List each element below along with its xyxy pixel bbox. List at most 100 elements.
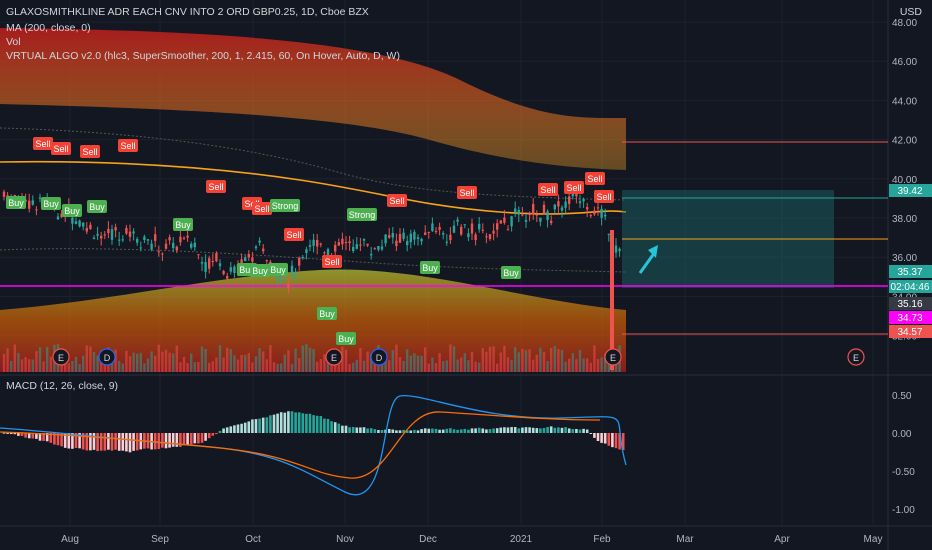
candle-body [492, 230, 495, 234]
macd-histogram-bar [27, 433, 31, 439]
price-label-tag [889, 280, 932, 293]
macd-title[interactable]: MACD (12, 26, close, 9) [6, 380, 119, 392]
macd-histogram-bar [42, 433, 45, 441]
candle-body [614, 245, 618, 253]
candle-body [535, 214, 538, 216]
buy-signal [41, 197, 61, 210]
sell-signal-label: Sell [596, 192, 611, 202]
indicator-ma[interactable]: MA (200, close, 0) [6, 22, 91, 34]
sell-signal-label: Sell [459, 188, 474, 198]
volume-bar [280, 363, 283, 372]
macd-histogram-bar [362, 427, 366, 433]
candle-body [445, 241, 448, 243]
candle-body [373, 248, 376, 250]
macd-histogram-bar [60, 433, 63, 447]
macd-histogram-bar [71, 433, 74, 449]
event-marker [370, 348, 388, 366]
volume-bar [456, 359, 459, 372]
candle-body [352, 246, 355, 251]
volume-bar [283, 354, 286, 372]
candle-body [589, 215, 592, 217]
buy-signal [87, 200, 107, 213]
buy-signal-label: Buy [319, 309, 335, 319]
candle-body [470, 223, 474, 234]
candle-body [557, 201, 560, 207]
macd-histogram-bar [341, 425, 344, 433]
macd-histogram-bar [207, 433, 211, 439]
indicator-vrtual-algo[interactable]: VRTUAL ALGO v2.0 (hlc3, SuperSmoother, 2… [6, 50, 400, 62]
price-tick: 46.00 [892, 57, 917, 68]
volume-bar [449, 344, 452, 372]
macd-histogram-bar [265, 417, 269, 433]
macd-histogram-bar [186, 433, 189, 446]
volume-bar [535, 354, 538, 372]
macd-histogram-bar [503, 427, 506, 433]
sell-signal [33, 137, 53, 150]
candle-body [506, 229, 510, 231]
macd-histogram-bar [373, 429, 377, 433]
macd-histogram-bar [161, 433, 164, 448]
candle-body [456, 219, 459, 222]
macd-histogram-bar [157, 433, 161, 449]
macd-histogram-bar [204, 433, 207, 441]
macd-histogram-bar [189, 433, 193, 445]
macd-histogram-bar [323, 418, 326, 433]
macd-histogram-bar [56, 433, 60, 446]
volume-bar [244, 354, 247, 372]
macd-histogram-bar [593, 433, 596, 438]
currency-label: USD [899, 6, 922, 18]
macd-histogram-bar [575, 428, 578, 433]
candle-body [287, 282, 290, 289]
sell-signal-label: Sell [566, 183, 581, 193]
volume-bar [416, 355, 420, 372]
macd-histogram-bar [53, 433, 56, 445]
macd-histogram-bar [481, 428, 485, 433]
volume-bar [222, 357, 225, 372]
macd-histogram-bar [427, 428, 431, 433]
candle-body [334, 245, 337, 252]
buy-signal [501, 266, 521, 279]
sell-signal-label: Sell [35, 139, 50, 149]
indicator-vol[interactable]: Vol [6, 36, 21, 48]
candle-body [74, 221, 78, 224]
volume-bar [89, 346, 92, 372]
candle-body [452, 225, 456, 233]
buy-signal-label: Buy [270, 265, 286, 275]
macd-histogram-bar [553, 427, 557, 433]
price-tick: 48.00 [892, 18, 917, 29]
candle-body [298, 257, 301, 266]
macd-histogram-bar [571, 429, 575, 433]
candle-body [107, 228, 110, 234]
macd-histogram-bar [85, 433, 89, 451]
macd-histogram-bar [621, 433, 625, 451]
sell-signal [538, 183, 558, 196]
candle-body [575, 192, 578, 197]
macd-histogram-bar [539, 428, 542, 433]
macd-histogram-bar [258, 418, 261, 433]
volume-bar [136, 353, 139, 372]
volume-bar [197, 362, 200, 372]
volume-bar [28, 359, 31, 372]
volume-bar [510, 359, 513, 372]
macd-histogram-bar [261, 417, 265, 433]
candle-body [564, 201, 567, 208]
candle-body [380, 246, 384, 250]
candle-body [179, 236, 182, 243]
volume-bar [470, 351, 474, 372]
volume-bar [175, 345, 178, 372]
macd-histogram-bar [495, 428, 499, 433]
candle-body [499, 220, 502, 224]
macd-histogram-bar [585, 429, 589, 433]
volume-bar [226, 347, 229, 372]
volume-bar [82, 355, 85, 372]
time-tick: Nov [336, 534, 354, 545]
candle-body [114, 227, 117, 231]
volume-bar [319, 358, 322, 372]
volume-bar [395, 344, 398, 372]
candle-body [60, 213, 63, 217]
macd-histogram-bar [441, 429, 445, 433]
candle-body [283, 278, 286, 280]
volume-bar [110, 356, 114, 372]
volume-bar [74, 356, 78, 372]
